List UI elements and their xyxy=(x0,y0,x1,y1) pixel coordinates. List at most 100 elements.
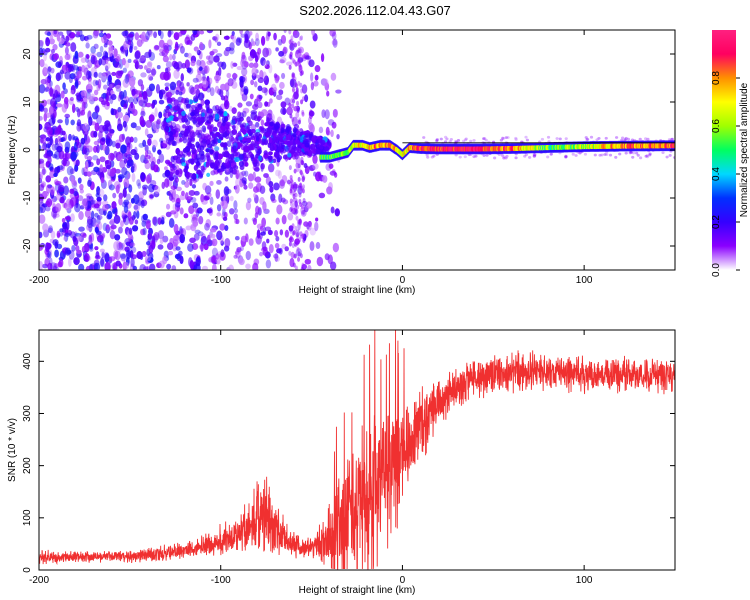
spectrogram-cell xyxy=(130,165,135,173)
spectrogram-cell xyxy=(39,206,43,214)
spectrogram-cell xyxy=(76,249,82,255)
spectrogram-x-label: Height of straight line (km) xyxy=(299,285,416,296)
spectrogram-cell xyxy=(295,167,299,173)
spectrogram-cell xyxy=(84,253,90,263)
spectrogram-cell xyxy=(102,204,109,212)
spectrogram-cell xyxy=(279,56,287,64)
spectrogram-cell xyxy=(322,78,329,87)
spectrogram-cell xyxy=(549,152,553,156)
spectrogram-cell xyxy=(212,36,218,41)
spectrogram-cell xyxy=(78,263,85,270)
spectrogram-cell xyxy=(105,65,109,72)
spectrogram-cell xyxy=(184,52,189,58)
spectrogram-cell xyxy=(225,89,230,99)
spectrogram-cell xyxy=(170,155,175,163)
spectrogram-cell xyxy=(94,262,101,270)
spectrogram-cell xyxy=(164,178,170,188)
spectrogram-cell xyxy=(330,206,335,214)
spectrogram-cell xyxy=(117,174,125,179)
spectrogram-cell xyxy=(425,153,429,157)
spectrogram-cell xyxy=(269,145,275,152)
spectrogram-cell xyxy=(99,164,103,173)
spectrogram-cell xyxy=(243,61,249,68)
spectrogram-cell xyxy=(315,149,321,155)
spectrogram-cell xyxy=(46,242,51,248)
spectrogram-cell xyxy=(181,180,186,185)
spectrogram-cell xyxy=(159,238,164,244)
spectrogram-cell xyxy=(206,172,211,178)
spectrogram-cell xyxy=(216,230,223,241)
spectrogram-cell xyxy=(142,139,147,147)
spectrogram-cell xyxy=(122,120,127,128)
spectrogram-cell xyxy=(185,146,191,151)
spectrogram-cell xyxy=(160,140,164,149)
spectrogram-cell xyxy=(144,255,152,262)
spectrogram-cell xyxy=(326,90,330,97)
spectrogram-cell xyxy=(134,152,140,160)
spectrogram-cell xyxy=(254,176,262,183)
spectrogram-cell xyxy=(83,171,89,177)
spectrogram-cell xyxy=(245,201,252,211)
spectrogram-cell xyxy=(289,201,293,207)
spectrogram-cell xyxy=(49,86,53,97)
spectrogram-cell xyxy=(53,213,60,218)
spectrogram-cell xyxy=(108,128,114,137)
spectrogram-cell xyxy=(129,242,136,247)
spectrogram-cell xyxy=(239,30,243,35)
spectrogram-cell xyxy=(110,224,117,230)
spectrogram-cell xyxy=(290,183,294,189)
spectrogram-cell xyxy=(166,263,172,270)
spectrogram-cell xyxy=(259,225,264,232)
spectrogram-cell xyxy=(215,79,219,84)
spectrogram-cell xyxy=(463,138,468,142)
spectrogram-cell xyxy=(235,177,241,188)
spectrogram-cell xyxy=(103,84,108,90)
spectrogram-cell xyxy=(205,218,212,228)
spectrogram-cell xyxy=(195,73,202,83)
spectrogram-cell xyxy=(281,214,287,225)
spectrogram-cell xyxy=(225,188,232,194)
spectrogram-cell xyxy=(175,43,181,48)
spectrogram-cell xyxy=(110,90,114,96)
y-tick-label: 300 xyxy=(22,405,33,422)
spectrogram-cell xyxy=(260,125,265,132)
spectrogram-cell xyxy=(148,51,156,62)
spectrogram-cell xyxy=(133,97,138,105)
spectrogram-cell xyxy=(197,70,202,75)
spectrogram-cell xyxy=(502,156,506,160)
spectrogram-cell xyxy=(298,36,302,42)
spectrogram-cell xyxy=(170,185,177,190)
spectrogram-cell xyxy=(264,64,270,70)
snr-frame xyxy=(38,329,676,571)
spectrogram-cell xyxy=(39,39,44,47)
spectrogram-cell xyxy=(253,159,259,165)
spectrogram-cell xyxy=(228,136,235,142)
spectrogram-cell xyxy=(123,103,128,108)
spectrogram-cell xyxy=(45,205,51,212)
spectrogram-cell xyxy=(243,85,249,96)
spectrogram-cell xyxy=(524,135,528,139)
spectrogram-cell xyxy=(198,50,203,60)
spectrogram-cell xyxy=(118,134,125,143)
spectrogram-cell xyxy=(303,162,308,169)
spectrogram-cell xyxy=(309,227,317,236)
spectrogram-cell xyxy=(140,84,145,91)
spectrogram-cell xyxy=(97,221,103,231)
spectrogram-cell xyxy=(39,171,44,181)
spectrogram-cell xyxy=(128,96,135,104)
spectrogram-cell xyxy=(93,71,98,78)
spectrogram-cell xyxy=(482,137,486,141)
spectrogram-cell xyxy=(43,112,48,122)
spectrogram-cell xyxy=(87,179,92,187)
spectrogram-cell xyxy=(292,127,297,134)
spectrogram-cell xyxy=(273,32,277,41)
spectrogram-cell xyxy=(64,46,69,55)
spectrogram-cell xyxy=(186,67,192,73)
spectrogram-cell xyxy=(106,101,110,107)
spectrogram-cell xyxy=(122,67,127,73)
spectrogram-cell xyxy=(96,196,102,202)
spectrogram-cell xyxy=(76,91,81,100)
spectrogram-cell xyxy=(136,251,143,260)
spectrogram-cell xyxy=(265,130,272,138)
spectrogram-cell xyxy=(111,71,117,76)
